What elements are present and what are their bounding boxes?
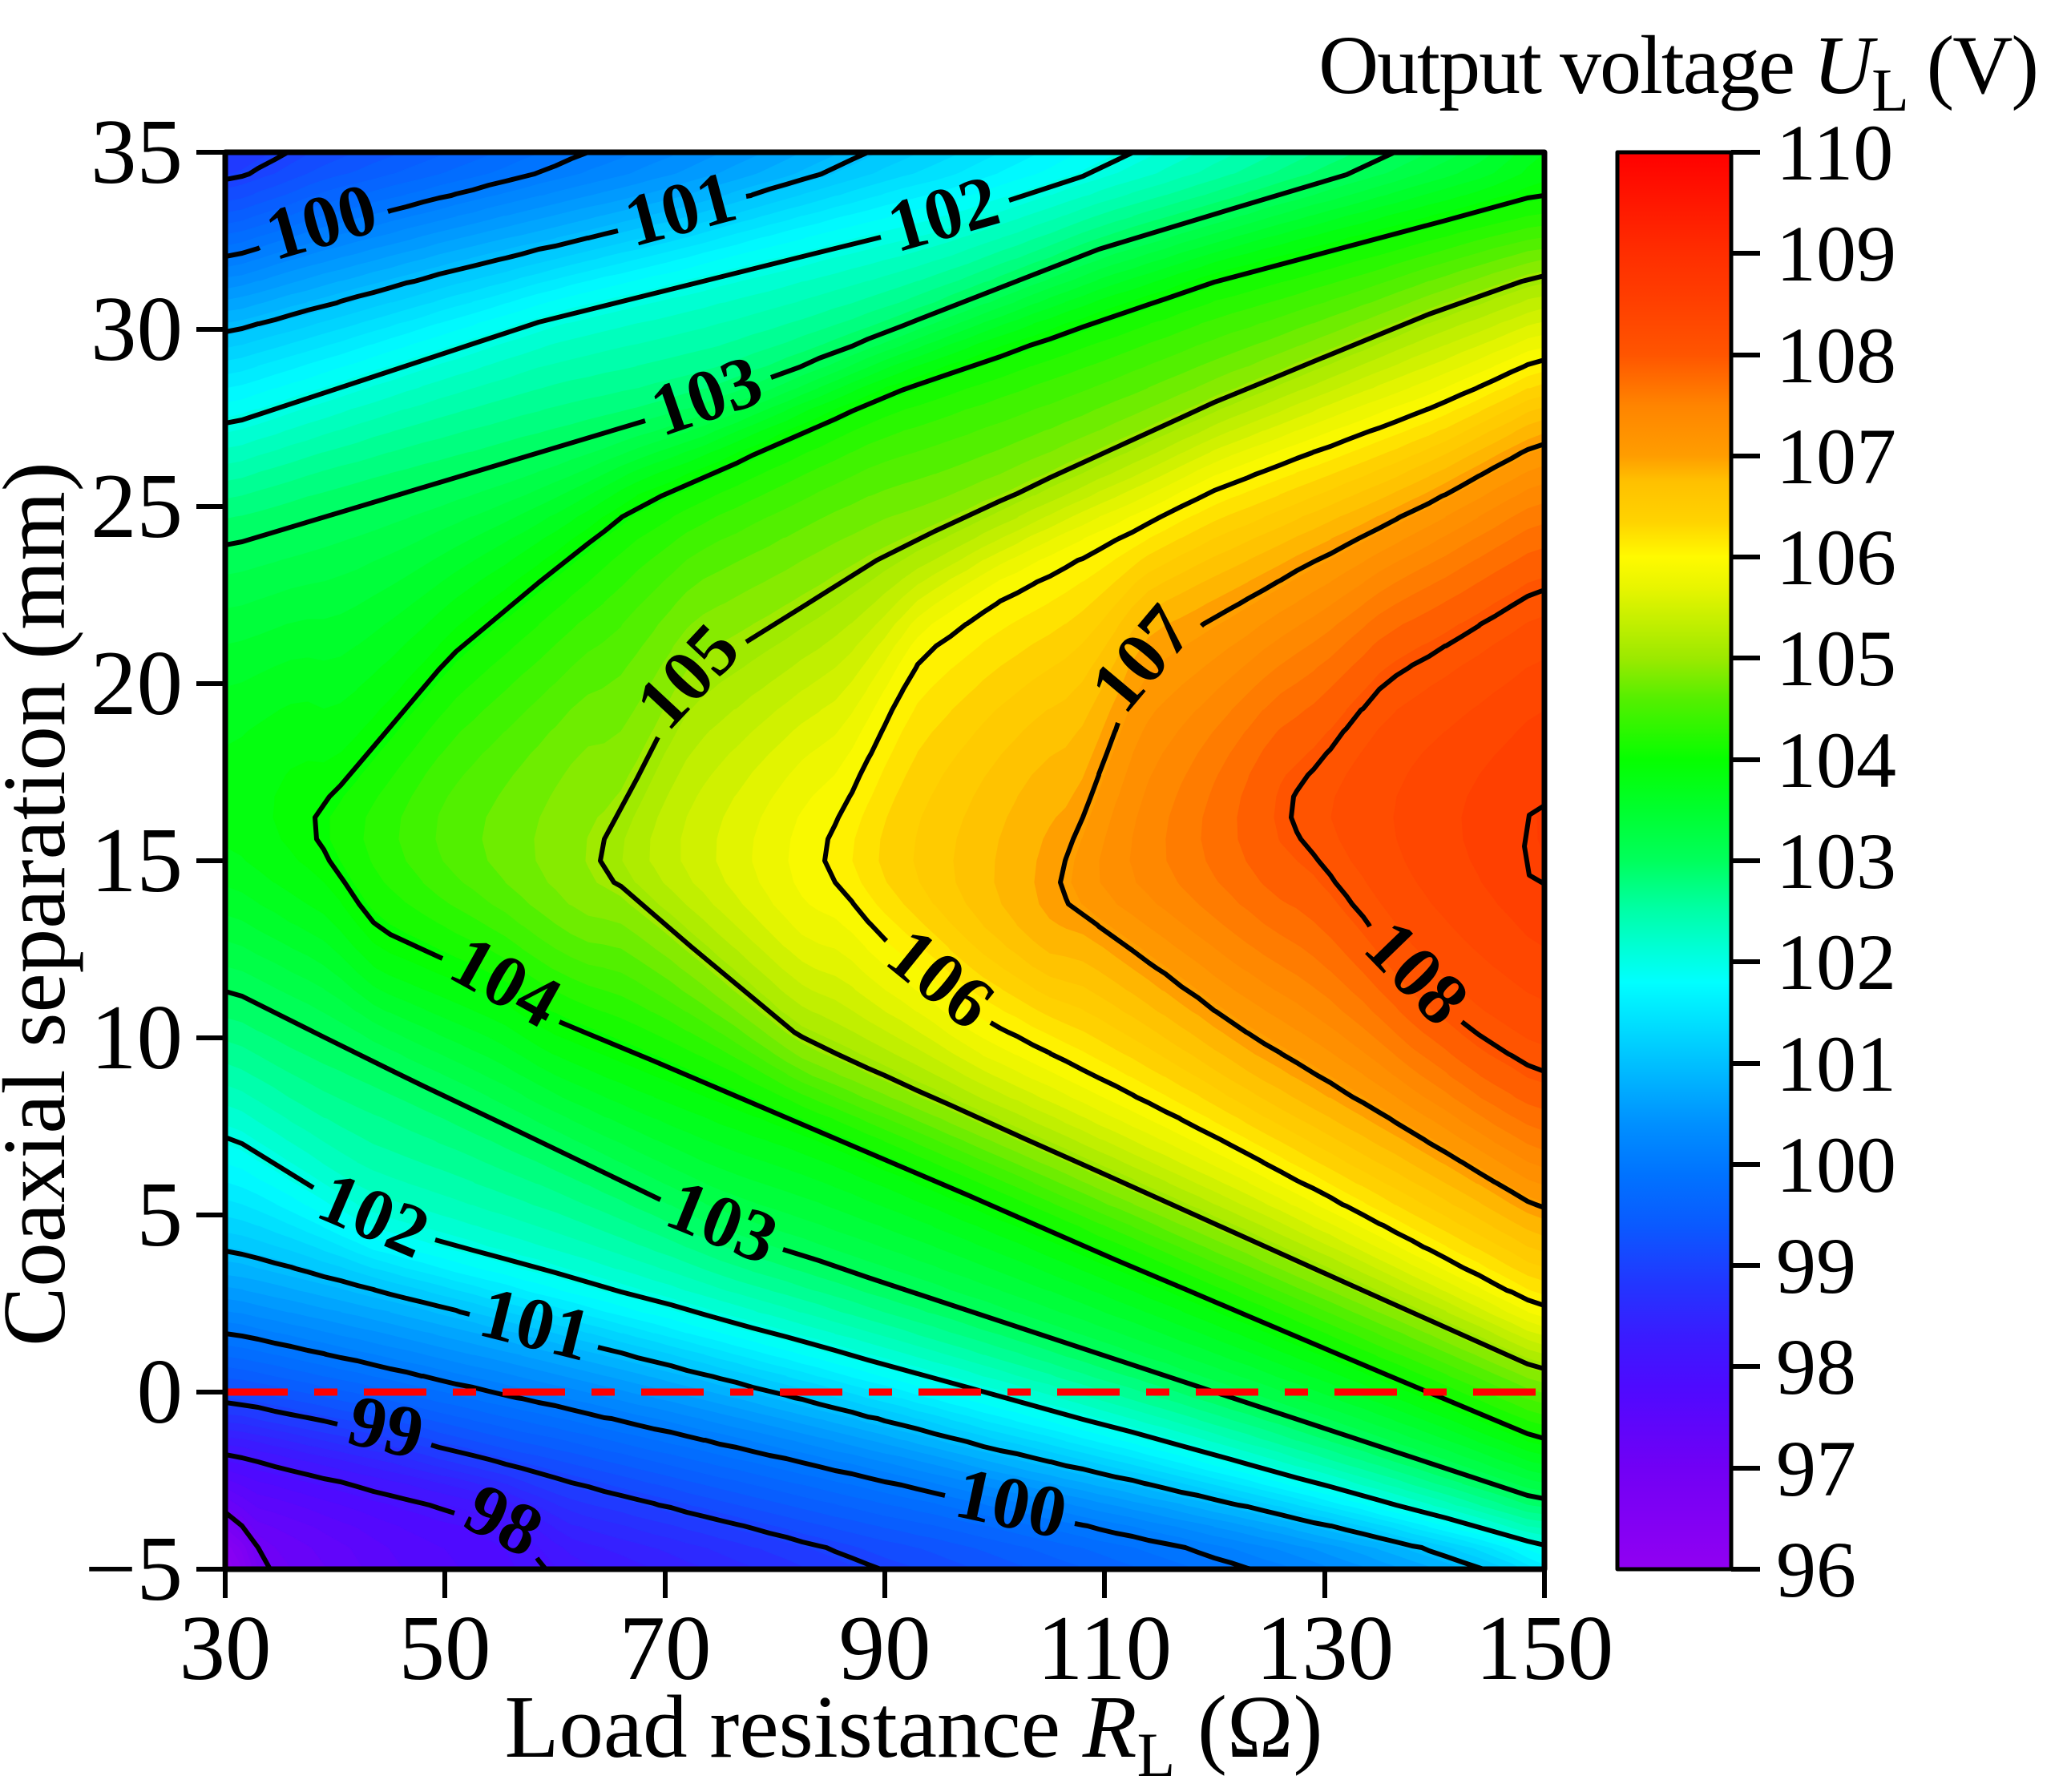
svg-text:90: 90 [839,1597,931,1699]
svg-text:100: 100 [1776,1120,1896,1209]
svg-text:105: 105 [1776,614,1896,703]
svg-text:20: 20 [91,632,183,734]
svg-text:30: 30 [91,278,183,380]
svg-text:15: 15 [91,809,183,911]
svg-text:25: 25 [91,455,183,557]
svg-text:106: 106 [1776,513,1896,602]
svg-text:110: 110 [1037,1597,1172,1699]
svg-text:10: 10 [91,987,183,1088]
svg-text:Coaxial separation (mm): Coaxial separation (mm) [0,462,84,1346]
svg-text:98: 98 [1776,1322,1856,1411]
svg-text:0: 0 [137,1341,184,1443]
svg-text:96: 96 [1776,1525,1856,1614]
svg-text:103: 103 [1776,817,1896,906]
svg-text:102: 102 [1776,918,1896,1007]
svg-text:Load resistance RL (Ω): Load resistance RL (Ω) [505,1678,1323,1790]
svg-text:35: 35 [91,101,183,203]
svg-text:−5: −5 [85,1518,183,1620]
svg-text:5: 5 [137,1164,184,1265]
svg-text:104: 104 [1776,716,1896,805]
svg-text:50: 50 [399,1597,491,1699]
svg-text:Output voltage UL (V): Output voltage UL (V) [1318,19,2037,124]
svg-text:99: 99 [341,1378,432,1475]
svg-text:30: 30 [180,1597,272,1699]
svg-text:97: 97 [1776,1424,1856,1513]
svg-text:107: 107 [1776,412,1896,501]
svg-text:99: 99 [1776,1221,1856,1310]
svg-text:110: 110 [1776,108,1893,197]
svg-text:101: 101 [1776,1019,1896,1108]
svg-text:130: 130 [1256,1597,1395,1699]
svg-text:150: 150 [1476,1597,1614,1699]
svg-text:70: 70 [620,1597,712,1699]
svg-text:109: 109 [1776,209,1896,298]
svg-text:108: 108 [1776,311,1896,400]
